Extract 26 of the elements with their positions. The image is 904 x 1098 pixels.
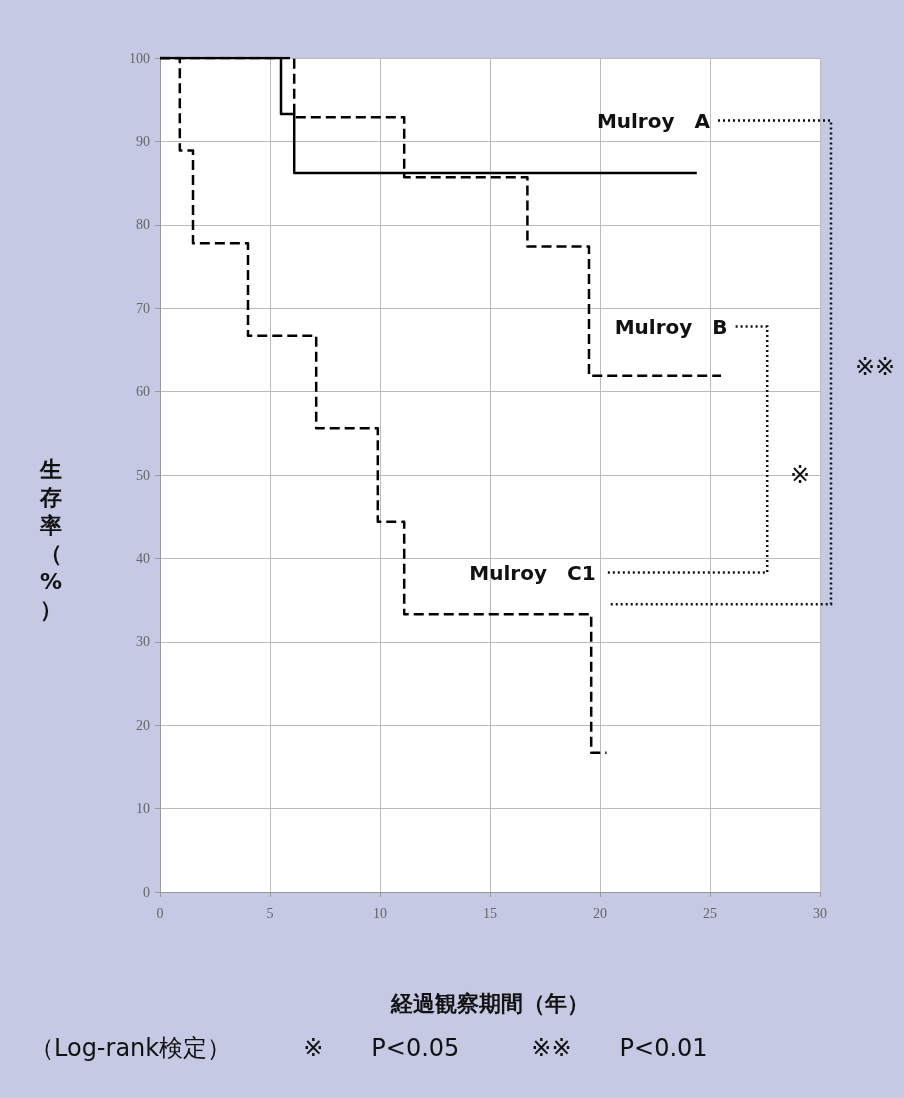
y-tick-label: 50	[136, 467, 150, 483]
series-label: Mulroy C1	[469, 560, 596, 585]
text: （Log-rank検定） ※ P<0.05 ※※ P<0.01	[30, 1034, 708, 1062]
y-tick-label: 0	[143, 884, 150, 900]
y-tick-label: 80	[136, 217, 150, 233]
text: Mulroy A	[596, 108, 711, 133]
x-tick-label: 30	[813, 905, 827, 921]
y-tick-label: 70	[136, 300, 150, 316]
x-tick-label: 20	[593, 905, 607, 921]
series-label: Mulroy B	[614, 314, 728, 339]
y-tick-label: 40	[136, 550, 150, 566]
x-tick-label: 25	[703, 905, 717, 921]
y-tick-label: 20	[136, 717, 150, 733]
text: ※※	[854, 352, 896, 381]
y-tick-label: 30	[136, 634, 150, 650]
y-tick-label: 60	[136, 384, 150, 400]
y-axis-title: 生存率（%）	[39, 456, 63, 622]
x-tick-label: 5	[266, 905, 274, 921]
x-tick-label: 10	[373, 905, 387, 921]
annotation: ※	[790, 461, 811, 489]
x-tick-label: 0	[156, 905, 164, 921]
x-axis-title: 経過観察期間（年）	[390, 990, 589, 1016]
y-tick-label: 100	[129, 50, 150, 66]
y-tick-label: 10	[136, 801, 150, 817]
y-tick-label: 90	[136, 133, 150, 149]
x-tick-label: 15	[483, 905, 497, 921]
